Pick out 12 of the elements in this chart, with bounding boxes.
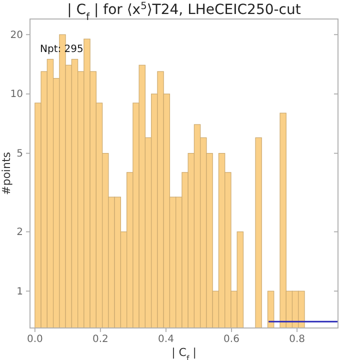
x-tick-label: 0.4 (158, 334, 174, 346)
y-axis-title: #points (0, 152, 13, 196)
y-tick-label: 1 (16, 286, 23, 298)
chart-title: | C$_{f}$ | for ⟨x$^{5}$⟩T24, LHeCEIC250-cut (67, 0, 302, 22)
y-tick-label: 2 (16, 226, 23, 238)
x-tick-label: 0.0 (26, 334, 43, 346)
y-tick-label: 10 (10, 89, 23, 100)
y-tick-label: 20 (10, 30, 23, 41)
y-tick-label: 5 (16, 148, 23, 160)
x-tick-label: 0.8 (289, 334, 305, 346)
x-tick-label: 0.2 (92, 334, 108, 346)
x-tick-label: 0.6 (224, 334, 240, 346)
